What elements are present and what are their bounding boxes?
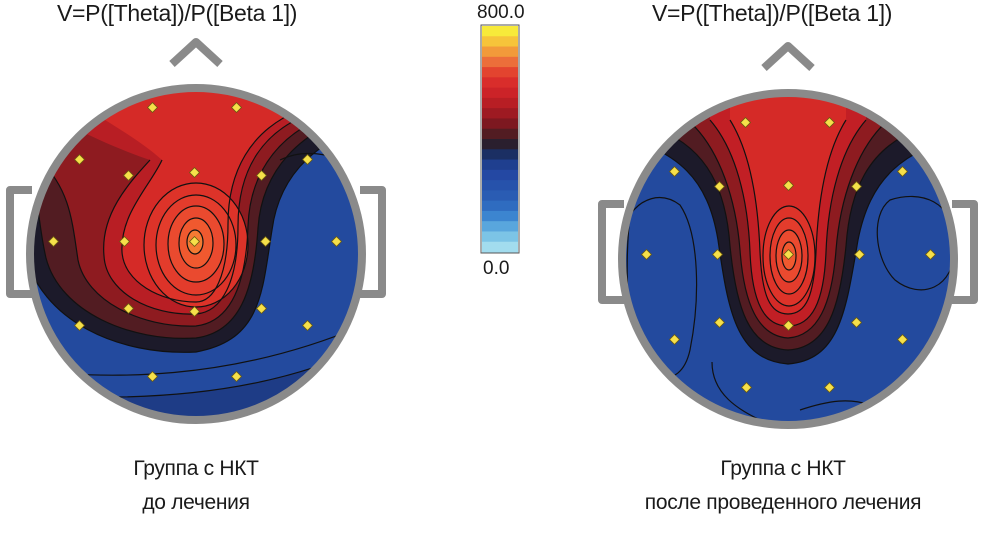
potential-field-right	[622, 93, 954, 425]
electrode-marker	[713, 316, 726, 329]
electrode-marker	[47, 235, 60, 248]
electrode-marker	[301, 319, 314, 332]
colorbar-swatch	[482, 108, 518, 120]
colorbar-swatch	[482, 77, 518, 89]
head-circle-left	[26, 84, 366, 424]
electrode-marker	[146, 101, 159, 114]
colorbar-max-label: 800.0	[477, 2, 525, 23]
colorbar-swatch	[482, 46, 518, 58]
electrode-marker	[782, 248, 795, 261]
colorbar-min-label: 0.0	[483, 258, 510, 279]
electrode-marker	[73, 153, 86, 166]
colorbar-swatch	[482, 97, 518, 109]
colorbar-swatch	[482, 200, 518, 212]
electrode-marker	[255, 302, 268, 315]
colorbar-swatch	[482, 67, 518, 78]
head-map-before	[6, 38, 386, 424]
electrode-marker	[739, 116, 752, 129]
electrode-marker	[122, 169, 135, 182]
map-title-right: V=P([Theta])/P([Beta 1])	[652, 0, 893, 26]
electrode-marker	[668, 333, 681, 346]
colorbar-border	[480, 24, 520, 254]
electrode-marker	[259, 235, 272, 248]
electrode-marker	[713, 180, 726, 193]
colorbar-swatch	[482, 231, 518, 243]
electrode-marker	[782, 179, 795, 192]
colorbar-swatch	[482, 118, 518, 130]
colorbar-swatch	[482, 210, 518, 222]
electrode-marker	[330, 235, 343, 248]
electrode-marker	[850, 316, 863, 329]
electrode-marker	[711, 248, 724, 261]
colorbar-swatch	[482, 26, 518, 37]
electrode-marker	[230, 370, 243, 383]
caption-left-line2: до лечения	[142, 491, 250, 514]
electrode-marker	[668, 165, 681, 178]
electrode-marker	[896, 333, 909, 346]
electrode-marker	[740, 381, 753, 394]
electrode-marker	[188, 166, 201, 179]
colorbar-swatch	[482, 159, 518, 171]
colorbar-swatch	[482, 36, 518, 48]
head-outline-left	[6, 38, 386, 298]
electrode-marker	[823, 381, 836, 394]
head-circle-right	[618, 89, 958, 429]
electrode-marker	[850, 180, 863, 193]
electrode-marker	[640, 248, 653, 261]
colorbar	[480, 24, 520, 254]
electrode-marker	[230, 101, 243, 114]
electrode-marker	[896, 165, 909, 178]
electrode-marker	[146, 370, 159, 383]
caption-right-line1: Группа с НКТ	[720, 457, 846, 480]
electrode-marker	[188, 235, 201, 248]
electrodes-right	[640, 116, 937, 394]
colorbar-swatch	[482, 180, 518, 191]
electrode-marker	[924, 248, 937, 261]
colorbar-swatch	[482, 221, 518, 233]
electrode-marker	[73, 319, 86, 332]
caption-left-line1: Группа с НКТ	[133, 457, 259, 480]
electrode-marker	[853, 248, 866, 261]
colorbar-swatch	[482, 241, 518, 253]
electrode-marker	[118, 235, 131, 248]
colorbar-swatch	[482, 169, 518, 181]
colorbar-swatch	[482, 56, 518, 68]
electrode-marker	[255, 169, 268, 182]
head-map-after	[598, 42, 978, 429]
electrode-marker	[823, 116, 836, 129]
colorbar-swatch	[482, 87, 518, 99]
caption-right-line2: после проведенного лечения	[644, 491, 922, 514]
head-outline-right	[598, 42, 978, 304]
colorbar-swatch	[482, 190, 518, 202]
potential-field-left	[30, 88, 362, 420]
colorbar-swatch	[482, 128, 518, 140]
electrode-marker	[782, 319, 795, 332]
electrode-marker	[301, 153, 314, 166]
electrode-marker	[188, 305, 201, 318]
colorbar-swatch	[482, 139, 518, 150]
caption-right: Группа с НКТ после проведенного лечения	[618, 452, 948, 520]
electrodes-left	[47, 101, 343, 383]
caption-left: Группа с НКТ до лечения	[96, 452, 296, 520]
map-title-left: V=P([Theta])/P([Beta 1])	[57, 0, 298, 26]
colorbar-swatch	[482, 149, 518, 161]
electrode-marker	[122, 302, 135, 315]
